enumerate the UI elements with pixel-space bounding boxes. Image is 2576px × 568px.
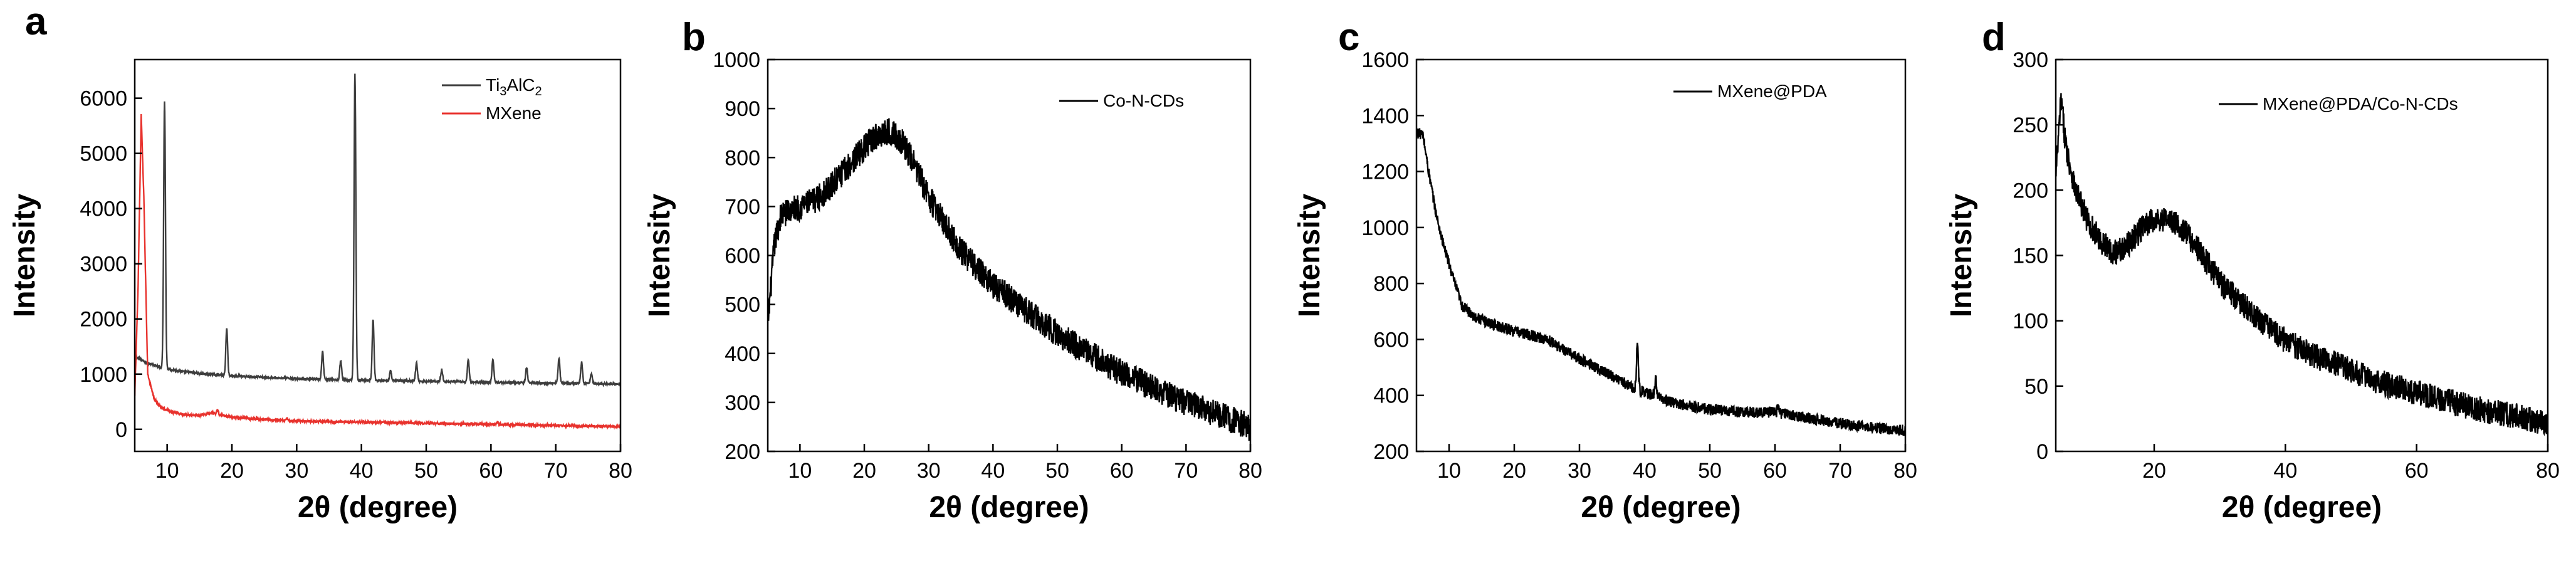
y-tick-label: 1000 xyxy=(1361,216,1409,240)
legend-label: MXene xyxy=(486,103,542,123)
x-tick-label: 70 xyxy=(1174,459,1198,483)
y-tick-label: 5000 xyxy=(80,142,127,166)
y-tick-label: 800 xyxy=(1373,272,1409,296)
y-tick-label: 700 xyxy=(725,195,760,219)
x-tick-label: 20 xyxy=(1502,459,1526,483)
x-axis-title: 2θ (degree) xyxy=(2222,491,2382,524)
y-axis-title: Intensity xyxy=(643,194,676,318)
legend-label: Ti3AlC2 xyxy=(486,75,542,98)
x-tick-label: 50 xyxy=(414,459,438,483)
y-tick-label: 2000 xyxy=(80,308,127,332)
x-tick-label: 40 xyxy=(2273,459,2297,483)
series-line-co-n-cds xyxy=(768,118,1250,441)
x-tick-label: 40 xyxy=(350,459,374,483)
y-tick-label: 300 xyxy=(2013,48,2048,72)
y-tick-label: 1000 xyxy=(80,363,127,387)
plot-frame xyxy=(1415,58,1907,453)
panel-label: c xyxy=(1338,16,1359,59)
x-tick-label: 70 xyxy=(1828,459,1852,483)
x-tick-label: 50 xyxy=(1698,459,1722,483)
x-tick-label: 20 xyxy=(852,459,876,483)
x-tick-label: 30 xyxy=(917,459,941,483)
plot-frame xyxy=(134,58,622,453)
x-tick-label: 60 xyxy=(2405,459,2429,483)
x-tick-label: 10 xyxy=(1437,459,1461,483)
x-tick-label: 80 xyxy=(609,459,632,483)
y-tick-label: 1200 xyxy=(1361,160,1409,184)
y-tick-label: 100 xyxy=(2013,310,2048,334)
y-tick-label: 1000 xyxy=(713,48,760,72)
y-tick-label: 0 xyxy=(2036,440,2048,464)
series-line-mxene-pda xyxy=(1416,128,1905,436)
y-tick-label: 400 xyxy=(1373,384,1409,408)
panel-label: b xyxy=(682,16,706,59)
x-tick-label: 40 xyxy=(1633,459,1657,483)
y-tick-label: 600 xyxy=(1373,328,1409,352)
y-tick-label: 1600 xyxy=(1361,48,1409,72)
x-tick-label: 10 xyxy=(788,459,812,483)
y-tick-label: 250 xyxy=(2013,113,2048,137)
y-tick-label: 0 xyxy=(115,418,127,442)
y-tick-label: 200 xyxy=(725,440,760,464)
x-tick-label: 20 xyxy=(2142,459,2166,483)
y-tick-label: 3000 xyxy=(80,253,127,276)
y-tick-label: 200 xyxy=(1373,440,1409,464)
y-axis-title: Intensity xyxy=(1945,194,1978,318)
y-tick-label: 4000 xyxy=(80,197,127,221)
panel-label: d xyxy=(1982,16,2006,59)
x-tick-label: 10 xyxy=(155,459,179,483)
y-tick-label: 1400 xyxy=(1361,104,1409,128)
x-tick-label: 70 xyxy=(544,459,568,483)
x-tick-label: 60 xyxy=(1763,459,1787,483)
y-tick-label: 400 xyxy=(725,342,760,366)
y-tick-label: 200 xyxy=(2013,179,2048,202)
x-axis-title: 2θ (degree) xyxy=(1581,491,1741,524)
y-tick-label: 50 xyxy=(2024,375,2048,399)
chart-panel-d: 20 40 60 80 0 50 100 150 200 250 300 2θ (degree) Int… xyxy=(1945,16,2560,524)
y-tick-label: 500 xyxy=(725,293,760,317)
y-tick-label: 300 xyxy=(725,391,760,415)
series-line-mxene-pda-co-n-cds xyxy=(2056,93,2548,436)
x-tick-label: 30 xyxy=(1568,459,1591,483)
x-tick-label: 80 xyxy=(1238,459,1262,483)
chart-panel-c: 10 20 30 40 50 60 70 80 200 400 600 800 1000 1200 1400… xyxy=(1293,16,1917,524)
series-line-mxene xyxy=(135,113,620,430)
x-tick-label: 60 xyxy=(1110,459,1134,483)
x-tick-label: 30 xyxy=(285,459,308,483)
series-line-ti3alc2 xyxy=(135,73,620,387)
y-tick-label: 900 xyxy=(725,97,760,121)
y-tick-label: 800 xyxy=(725,146,760,170)
legend-label: MXene@PDA xyxy=(1717,82,1827,101)
x-tick-label: 40 xyxy=(981,459,1005,483)
y-axis-title: Intensity xyxy=(1293,194,1326,318)
y-axis-title: Intensity xyxy=(8,194,41,318)
x-tick-label: 60 xyxy=(479,459,503,483)
x-axis-title: 2θ (degree) xyxy=(298,491,458,524)
x-tick-label: 80 xyxy=(2536,459,2560,483)
x-tick-label: 50 xyxy=(1045,459,1069,483)
chart-panel-a: 10 20 30 40 50 60 70 80 0 1000 2000 3000 4000 5000 600… xyxy=(8,0,632,524)
y-tick-label: 150 xyxy=(2013,245,2048,268)
y-tick-label: 6000 xyxy=(80,87,127,111)
legend-label: Co-N-CDs xyxy=(1103,91,1184,110)
legend-label: MXene@PDA/Co-N-CDs xyxy=(2263,94,2458,113)
panel-label: a xyxy=(25,0,47,43)
x-tick-label: 80 xyxy=(1893,459,1917,483)
x-tick-label: 20 xyxy=(220,459,244,483)
y-tick-label: 600 xyxy=(725,245,760,268)
x-axis-title: 2θ (degree) xyxy=(929,491,1089,524)
chart-panel-b: 10 20 30 40 50 60 70 80 200 300 400 500 600 700 800 900… xyxy=(643,16,1262,524)
